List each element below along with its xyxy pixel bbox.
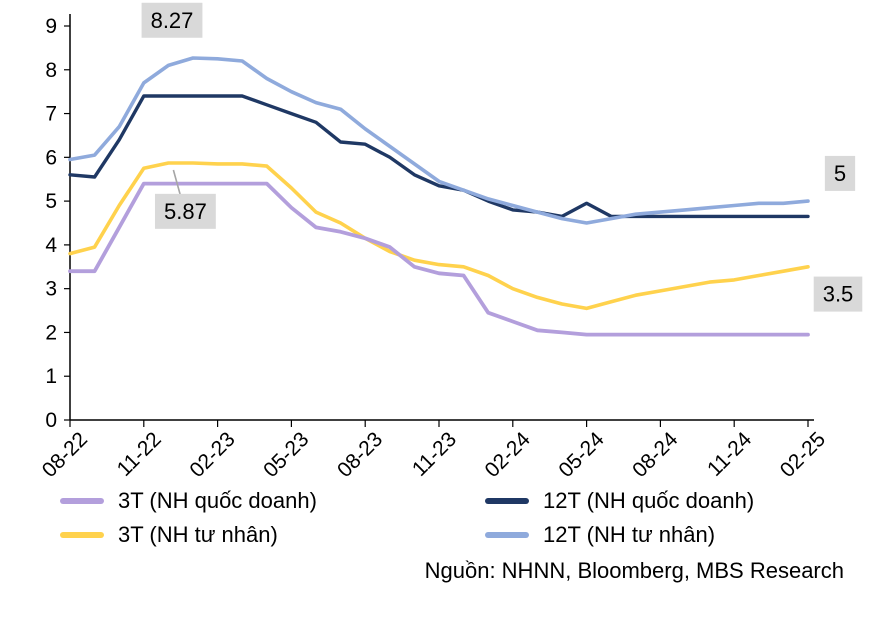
series-line-3 <box>68 181 810 337</box>
series-line-1 <box>68 56 810 225</box>
value-annotation: 5.87 <box>154 193 216 229</box>
interest-rate-chart: 0 1 2 3 4 5 6 7 8 9 08-22 11-22 02-23 05-23 08-23 11-23… <box>0 2 872 583</box>
x-tick-label: 08-23 <box>333 428 387 482</box>
legend-item-12t-tu-nhan: 12T (NH tư nhân) <box>485 522 872 548</box>
x-tick-label: 11-23 <box>408 428 461 481</box>
legend-label-12t-tu-nhan: 12T (NH tư nhân) <box>543 522 716 547</box>
line-chart-svg: 0 1 2 3 4 5 6 7 8 9 08-22 11-22 02-23 05-23 08-23 11-23… <box>38 2 863 482</box>
y-tick-label: 9 <box>45 15 57 38</box>
legend-item-3t-quoc-doanh: 3T (NH quốc doanh) <box>60 488 485 514</box>
x-tick-label: 02-25 <box>776 428 830 482</box>
y-tick-label: 5 <box>45 190 57 213</box>
y-tick-label: 4 <box>45 234 57 257</box>
value-annotation: 5 <box>824 155 856 191</box>
x-tick-label: 02-23 <box>185 428 239 482</box>
legend-label-3t-quoc-doanh: 3T (NH quốc doanh) <box>118 488 317 513</box>
annotation-box <box>813 276 863 312</box>
x-tick-label: 05-23 <box>259 428 313 482</box>
series-line-2 <box>68 161 810 311</box>
legend-marker-12t-tu-nhan <box>485 532 529 538</box>
y-tick-label: 1 <box>45 365 57 388</box>
x-tick-label: 05-24 <box>554 428 608 482</box>
annotation-box <box>141 2 203 38</box>
y-tick-label: 7 <box>45 103 57 126</box>
y-tick-label: 8 <box>45 59 57 82</box>
x-tick-label: 11-24 <box>703 428 756 481</box>
chart-legend: 3T (NH quốc doanh) 12T (NH quốc doanh) 3… <box>0 488 872 548</box>
series-line-0 <box>68 94 810 219</box>
legend-marker-12t-quoc-doanh <box>485 498 529 504</box>
y-tick-label: 2 <box>45 321 57 344</box>
annotation-box <box>154 193 216 229</box>
y-tick-label: 0 <box>45 409 57 432</box>
x-tick-label: 08-24 <box>628 428 682 482</box>
source-caption: Nguồn: NHNN, Bloomberg, MBS Research <box>424 558 844 583</box>
x-tick-label: 08-22 <box>38 428 92 482</box>
y-tick-label: 3 <box>45 278 57 301</box>
legend-item-3t-tu-nhan: 3T (NH tư nhân) <box>60 522 485 548</box>
y-tick-label: 6 <box>45 146 57 169</box>
value-annotation: 3.5 <box>813 276 863 312</box>
value-annotation: 8.27 <box>141 2 203 38</box>
legend-item-12t-quoc-doanh: 12T (NH quốc doanh) <box>485 488 872 514</box>
x-tick-label: 11-22 <box>113 428 166 481</box>
annotation-text: 5.87 <box>164 199 207 224</box>
annotation-text: 3.5 <box>823 282 854 307</box>
x-tick-label: 02-24 <box>481 428 535 482</box>
legend-marker-3t-quoc-doanh <box>60 498 104 504</box>
annotation-text: 5 <box>834 161 846 186</box>
legend-marker-3t-tu-nhan <box>60 532 104 538</box>
annotation-text: 8.27 <box>151 8 194 33</box>
annotation-box <box>824 155 856 191</box>
legend-label-3t-tu-nhan: 3T (NH tư nhân) <box>118 522 278 547</box>
legend-label-12t-quoc-doanh: 12T (NH quốc doanh) <box>543 488 755 513</box>
